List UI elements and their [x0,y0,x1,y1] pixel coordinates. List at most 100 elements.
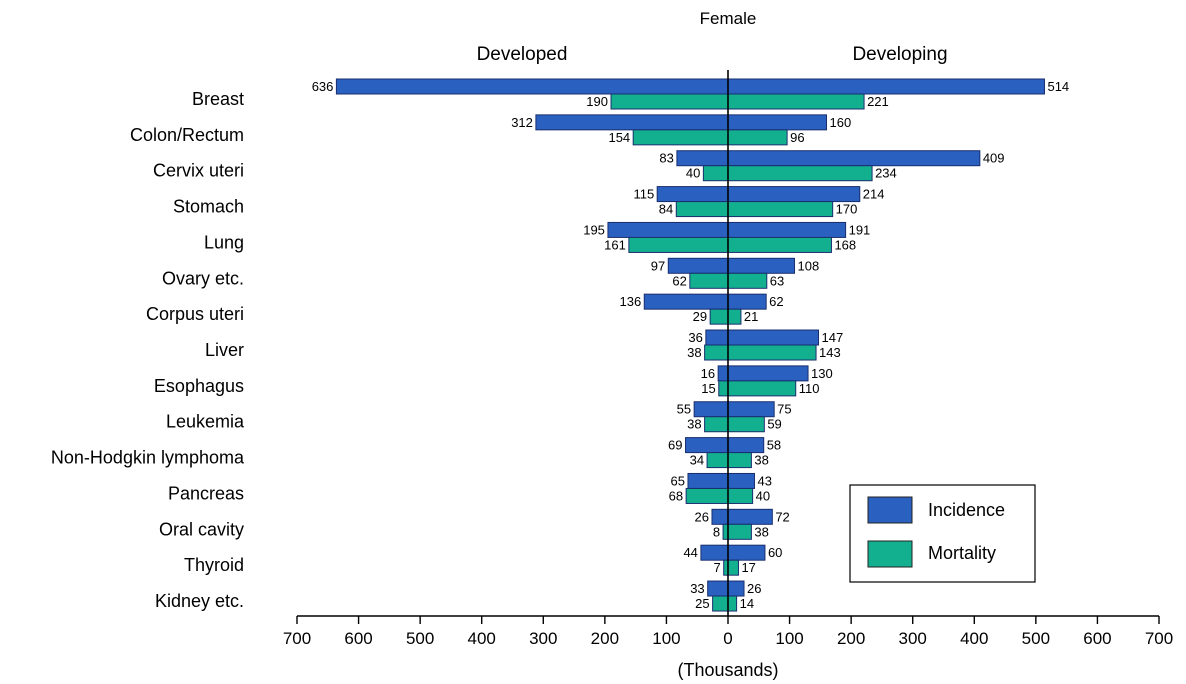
value-mortality-developing-kidney-etc: 14 [740,596,754,611]
value-mortality-developing-cervix-uteri: 234 [875,166,897,181]
category-label-oral-cavity: Oral cavity [159,519,244,539]
value-incidence-developing-oral-cavity: 72 [775,509,789,524]
x-tick-label: 0 [723,629,732,648]
bar-mortality-developing-pancreas [727,487,754,504]
value-incidence-developed-thyroid: 44 [683,545,697,560]
bar-incidence-developed-leukemia [693,401,729,418]
bar-mortality-developed-colon-rectum [632,129,729,146]
bar-mortality-developed-pancreas [685,487,729,504]
category-label-leukemia: Leukemia [166,412,245,432]
bar-incidence-developed-kidney-etc [707,580,729,597]
category-label-pancreas: Pancreas [168,483,244,503]
category-label-liver: Liver [205,340,244,360]
bar-incidence-developed-lung [607,221,729,238]
category-labels: Breast Colon/Rectum Cervix uteri Stomach Lun… [51,89,245,611]
bar-incidence-developing-liver [727,329,820,346]
bar-incidence-developing-non-hodgkin-lymphoma [727,437,765,454]
x-tick-label: 300 [899,629,927,648]
bar-mortality-developed-stomach [675,201,729,218]
value-incidence-developed-ovary-etc: 97 [651,258,665,273]
bar-incidence-developed-breast [335,78,729,95]
bar-incidence-developing-stomach [727,186,861,203]
category-label-kidney-etc: Kidney etc. [155,591,244,611]
value-mortality-developed-stomach: 84 [659,202,673,217]
value-incidence-developing-corpus-uteri: 62 [769,294,783,309]
value-incidence-developed-corpus-uteri: 136 [620,294,642,309]
value-mortality-developed-oral-cavity: 8 [713,524,720,539]
legend-swatch-mortality [867,540,913,568]
bar-incidence-developed-stomach [656,186,729,203]
bar-incidence-developing-kidney-etc [727,580,745,597]
bar-mortality-developing-thyroid [727,559,739,576]
value-mortality-developed-pancreas: 68 [669,488,683,503]
value-mortality-developing-liver: 143 [819,345,841,360]
category-label-esophagus: Esophagus [154,376,244,396]
x-tick-label: 200 [591,629,619,648]
bar-incidence-developed-esophagus [717,365,729,382]
category-label-ovary-etc: Ovary etc. [162,268,244,288]
bar-incidence-developed-ovary-etc [667,257,729,274]
value-incidence-developing-liver: 147 [822,330,844,345]
value-incidence-developed-lung: 195 [583,222,605,237]
x-axis: 700 600 500 400 300 200 100 0 100 200 300 400 500 600… [283,70,1173,648]
category-label-thyroid: Thyroid [184,555,244,575]
bar-incidence-developed-colon-rectum [535,114,729,131]
x-tick-label: 700 [283,629,311,648]
legend-label-mortality: Mortality [928,543,996,563]
value-mortality-developed-leukemia: 38 [687,417,701,432]
value-mortality-developed-corpus-uteri: 29 [693,309,707,324]
value-mortality-developed-esophagus: 15 [701,381,715,396]
value-incidence-developing-kidney-etc: 26 [747,581,761,596]
bar-incidence-developing-breast [727,78,1045,95]
bar-incidence-developing-corpus-uteri [727,293,767,310]
bar-incidence-developing-thyroid [727,544,766,561]
bar-incidence-developed-oral-cavity [711,508,729,525]
category-label-corpus-uteri: Corpus uteri [146,304,244,324]
value-incidence-developing-non-hodgkin-lymphoma: 58 [767,438,781,453]
value-mortality-developing-lung: 168 [834,237,856,252]
bar-mortality-developed-corpus-uteri [709,308,729,325]
value-incidence-developed-breast: 636 [312,79,334,94]
bar-incidence-developed-liver [705,329,729,346]
bar-incidence-developed-pancreas [687,472,729,489]
value-mortality-developing-ovary-etc: 63 [770,273,784,288]
value-mortality-developed-kidney-etc: 25 [695,596,709,611]
bar-incidence-developing-lung [727,221,847,238]
value-mortality-developed-liver: 38 [687,345,701,360]
value-mortality-developing-pancreas: 40 [756,488,770,503]
x-tick-label: 200 [837,629,865,648]
value-mortality-developed-breast: 190 [586,94,608,109]
x-tick-label: 500 [1022,629,1050,648]
value-incidence-developed-non-hodgkin-lymphoma: 69 [668,438,682,453]
bar-incidence-developed-corpus-uteri [643,293,729,310]
bar-incidence-developing-oral-cavity [727,508,773,525]
value-mortality-developing-esophagus: 110 [799,381,820,396]
bar-mortality-developed-lung [628,236,729,253]
bar-mortality-developing-leukemia [727,416,765,433]
value-mortality-developed-non-hodgkin-lymphoma: 34 [690,453,704,468]
value-incidence-developed-liver: 36 [688,330,702,345]
bar-mortality-developed-esophagus [718,380,729,397]
bar-mortality-developing-colon-rectum [727,129,788,146]
value-mortality-developing-leukemia: 59 [767,417,781,432]
legend-swatch-incidence [867,496,913,524]
value-incidence-developed-esophagus: 16 [701,366,715,381]
bar-incidence-developing-esophagus [727,365,809,382]
value-incidence-developing-esophagus: 130 [811,366,833,381]
value-incidence-developed-kidney-etc: 33 [690,581,704,596]
bar-incidence-developed-non-hodgkin-lymphoma [685,437,729,454]
bar-incidence-developing-leukemia [727,401,775,418]
value-mortality-developing-non-hodgkin-lymphoma: 38 [754,453,768,468]
value-incidence-developing-thyroid: 60 [768,545,782,560]
value-mortality-developed-colon-rectum: 154 [608,130,630,145]
value-mortality-developing-corpus-uteri: 21 [744,309,758,324]
x-tick-label: 400 [960,629,988,648]
legend-label-incidence: Incidence [928,500,1005,520]
value-incidence-developed-leukemia: 55 [677,402,691,417]
value-mortality-developing-oral-cavity: 38 [754,524,768,539]
value-incidence-developing-pancreas: 43 [757,473,771,488]
x-tick-label: 400 [468,629,496,648]
value-incidence-developing-leukemia: 75 [777,402,791,417]
bar-mortality-developed-liver [704,344,729,361]
